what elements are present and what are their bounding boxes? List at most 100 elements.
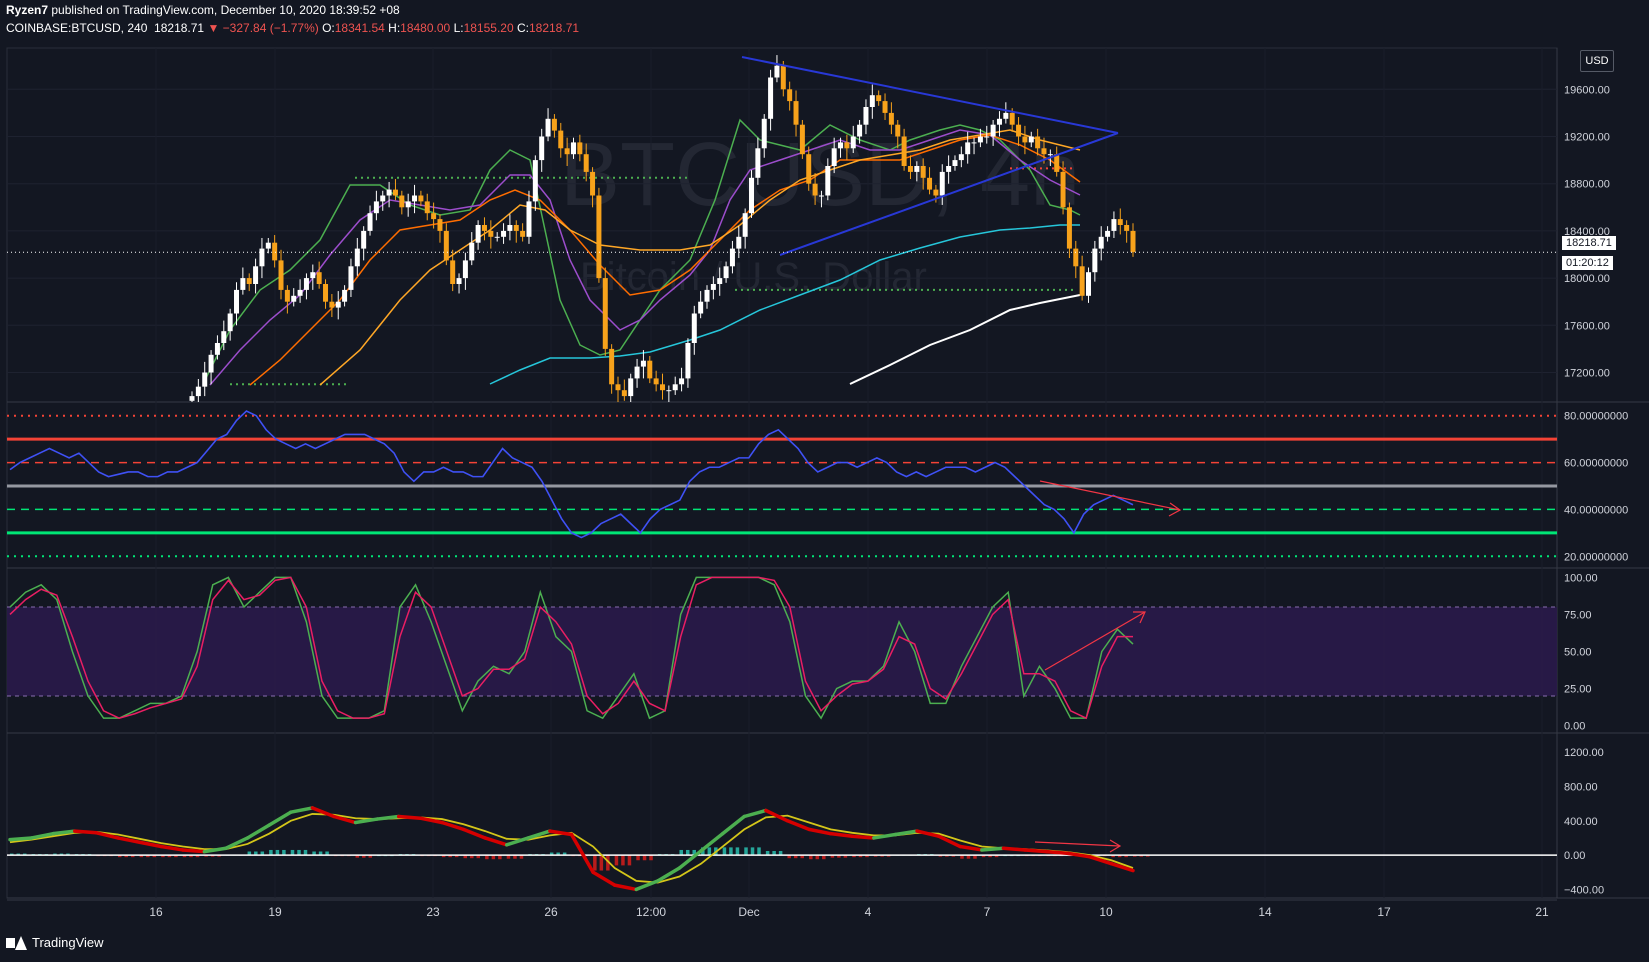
macd-histogram-bar (368, 855, 373, 858)
candle-body (768, 77, 774, 119)
macd-histogram-bar (1124, 855, 1128, 858)
macd-histogram-bar (722, 847, 727, 856)
candle-body (679, 378, 685, 385)
macd-tick-label: 800.00 (1564, 781, 1598, 793)
macd-histogram-bar (130, 855, 135, 858)
macd-histogram-bar (938, 855, 943, 857)
low-label: L: (453, 21, 464, 35)
candle-body (780, 65, 786, 90)
publisher-name[interactable]: Ryzen7 (6, 3, 49, 17)
candle-body (793, 101, 799, 125)
macd-histogram-bar (951, 855, 956, 857)
candle-body (259, 248, 265, 267)
price-plot-area (189, 55, 1136, 402)
macd-histogram-bar (269, 849, 273, 856)
stoch-tick-label: 0.00 (1564, 721, 1585, 733)
candle-body (1054, 154, 1060, 172)
candle-body (818, 195, 824, 197)
candle-body (799, 124, 805, 155)
macd-histogram-bar (476, 855, 481, 859)
macd-line-segment (202, 846, 228, 854)
macd-line-segment (634, 879, 660, 892)
high-value: 18480.00 (400, 21, 451, 35)
candle-body (1022, 136, 1028, 143)
time-tick-label: 14 (1258, 905, 1272, 919)
candle-body (666, 390, 672, 392)
divergence-arrow-line (1039, 480, 1181, 511)
candle-body (869, 95, 875, 107)
footer-brand[interactable]: TradingView (32, 935, 104, 950)
ema-orange-line (249, 134, 1081, 386)
time-tick-label: 7 (984, 905, 991, 919)
candle-body (577, 142, 583, 155)
candle-body (558, 130, 564, 149)
price-tick-label: 17600.00 (1564, 320, 1610, 332)
candle-body (570, 142, 576, 155)
macd-histogram-bar (960, 855, 964, 859)
candle-body (1041, 148, 1047, 155)
candle-body (647, 360, 653, 379)
stoch-divergence-arrow-head (1133, 611, 1146, 624)
macd-histogram-bar (498, 855, 502, 860)
macd-line-segment (73, 829, 99, 835)
candle-body (755, 148, 761, 178)
candle-body (863, 107, 869, 125)
candle-body (761, 118, 767, 149)
macd-line-segment (116, 836, 142, 844)
macd-line-segment (785, 819, 811, 832)
macd-histogram-bar (139, 855, 144, 858)
candle-body (1060, 171, 1066, 208)
candle-body (329, 301, 335, 308)
macd-histogram-bar (621, 855, 625, 866)
macd-line-segment (375, 814, 401, 821)
time-tick-label: Dec (738, 905, 759, 919)
last-price: 18218.71 (154, 21, 205, 35)
macd-histogram-bar (562, 852, 567, 856)
macd-histogram-bar (606, 855, 610, 871)
macd-line-segment (569, 832, 595, 875)
macd-line-segment (764, 808, 790, 823)
macd-histogram-bar (1117, 855, 1122, 858)
candle-body (691, 313, 697, 343)
macd-histogram-bar (53, 853, 57, 856)
macd-line-segment (1044, 849, 1070, 856)
candle-body (615, 384, 621, 391)
macd-histogram-bar (858, 855, 863, 858)
macd-histogram-bar (318, 851, 323, 856)
candle-body (272, 242, 278, 261)
macd-histogram-bar (247, 851, 252, 856)
macd-histogram-bar (1111, 855, 1115, 858)
candle-body (494, 236, 500, 238)
candle-body (1085, 272, 1091, 296)
candle-body (412, 195, 418, 202)
candle-body (685, 343, 691, 379)
ema-white-line (849, 294, 1081, 385)
candle-body (844, 142, 850, 149)
candle-body (564, 148, 570, 155)
macd-histogram-bar (275, 849, 280, 856)
currency-button[interactable]: USD (1580, 50, 1614, 72)
divergence-arrow-head (1168, 502, 1182, 517)
candle-body (1105, 230, 1111, 237)
stoch-d-line (9, 576, 1133, 720)
candle-body (297, 289, 303, 296)
macd-histogram-bar (303, 849, 308, 856)
macd-line-segment (8, 836, 34, 842)
macd-histogram-bar (945, 855, 949, 857)
candle-body (857, 124, 863, 137)
lower-trendline (779, 132, 1119, 256)
macd-tick-label: 0.00 (1564, 850, 1585, 862)
macd-histogram-bar (627, 855, 632, 866)
tradingview-logo-icon[interactable] (6, 935, 27, 950)
macd-line-segment (872, 832, 898, 840)
publish-line: Ryzen7 published on TradingView.com, Dec… (6, 3, 400, 17)
symbol-label[interactable]: COINBASE:BTCUSD, 240 (6, 21, 148, 35)
macd-histogram-bar (994, 855, 999, 858)
macd-histogram-bar (772, 850, 776, 856)
candle-body (214, 343, 220, 355)
macd-line-segment (699, 831, 725, 853)
candle-body (265, 242, 271, 249)
candle-body (583, 154, 589, 172)
macd-line-segment (677, 849, 703, 870)
